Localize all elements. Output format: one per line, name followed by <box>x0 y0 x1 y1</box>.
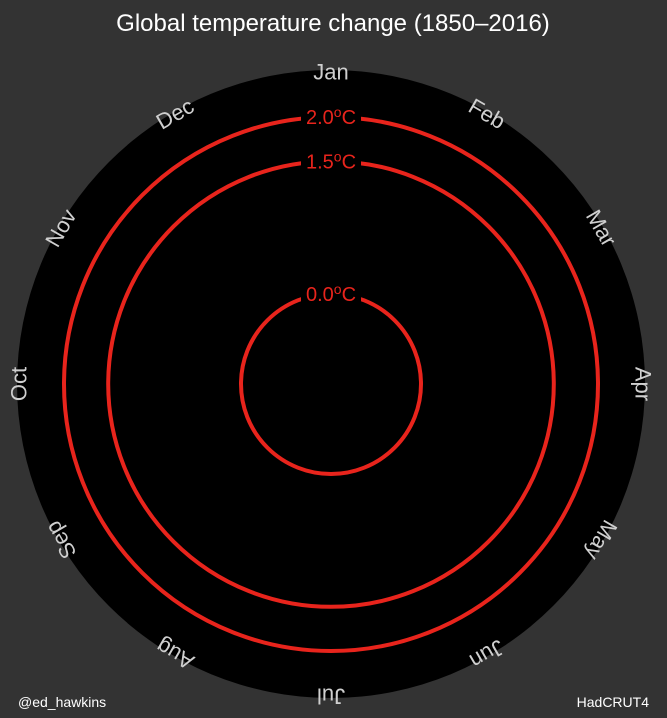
chart-title: Global temperature change (1850–2016) <box>116 10 550 37</box>
month-label-oct: Oct <box>7 367 32 401</box>
ring-label-1.5: 1.5oC <box>306 148 356 173</box>
month-label-jan: Jan <box>313 60 348 85</box>
source-text: HadCRUT4 <box>577 694 650 710</box>
ring-label-background <box>301 148 361 175</box>
credit-text: @ed_hawkins <box>18 694 106 710</box>
ring-label-2.0: 2.0oC <box>306 104 356 129</box>
month-label-jul: Jul <box>317 684 345 709</box>
ring-label-0.0: 0.0oC <box>306 281 356 306</box>
month-label-apr: Apr <box>631 367 656 401</box>
ring-label-background <box>301 104 361 130</box>
ring-label-background <box>301 281 361 307</box>
ring-labels: 0.0oC 1.5oC 2.0oC <box>301 104 361 307</box>
